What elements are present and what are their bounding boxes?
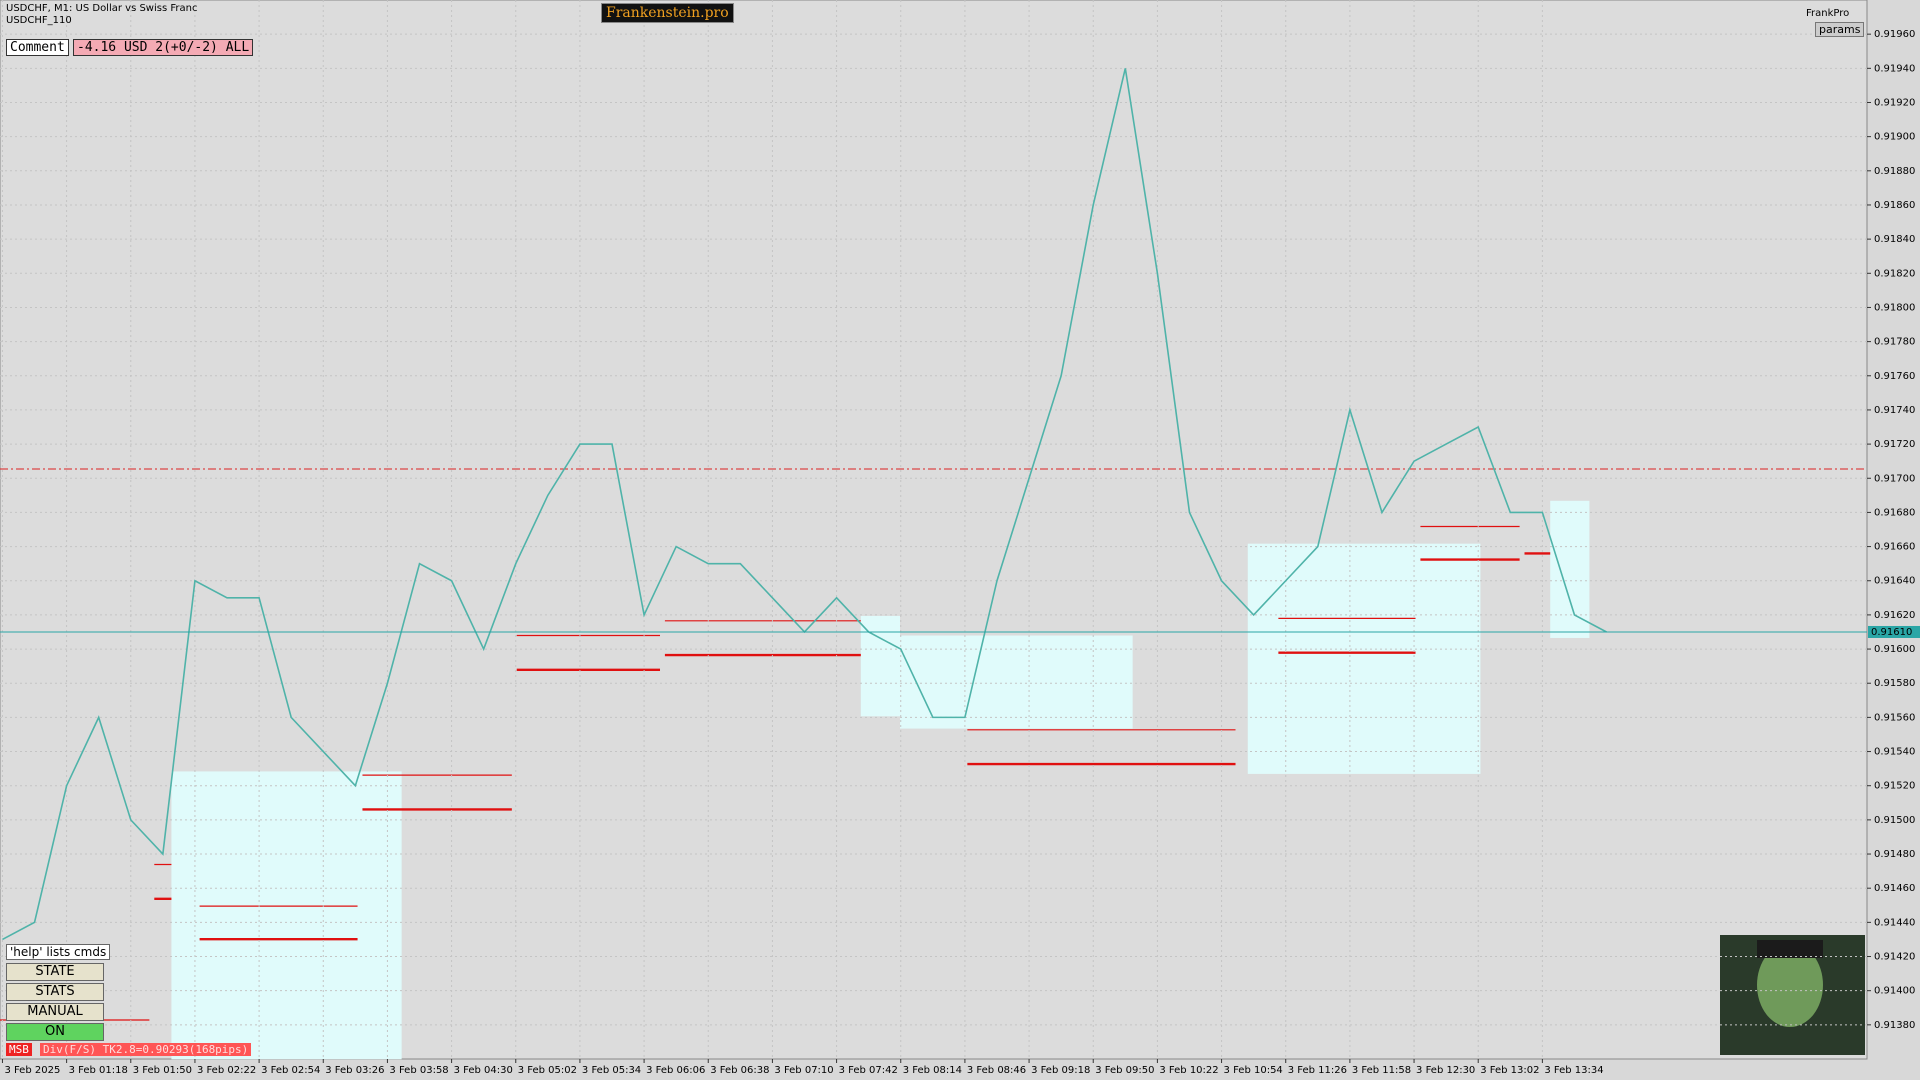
y-tick-label: 0.91560 [1874,712,1915,723]
y-tick-label: 0.91420 [1874,952,1915,963]
x-tick-label: 3 Feb 01:18 [69,1065,128,1076]
overlays [0,500,1590,1060]
on-button[interactable]: ON [6,1023,104,1041]
y-tick-label: 0.91440 [1874,917,1915,928]
stats-button[interactable]: STATS [6,983,104,1001]
msb-label: MSB [6,1043,32,1056]
zone [860,615,901,717]
price-tag [1868,625,1920,638]
y-tick-label: 0.91740 [1874,405,1915,416]
comment-label: Comment [6,39,69,56]
x-tick-label: 3 Feb 11:26 [1288,1065,1347,1076]
brand: Frankenstein.pro [601,3,734,23]
x-tick-label: 3 Feb 02:22 [197,1065,256,1076]
x-tick-label: 3 Feb 05:02 [518,1065,577,1076]
y-tick-label: 0.91380 [1874,1020,1915,1031]
y-tick-label: 0.91540 [1874,747,1915,758]
div-label: Div(F/S) TK2.8=0.90293(168pips) [40,1043,252,1056]
y-tick-label: 0.91700 [1874,473,1915,484]
y-tick-label: 0.91460 [1874,883,1915,894]
y-tick-label: 0.91580 [1874,678,1915,689]
y-tick-label: 0.91620 [1874,610,1915,621]
x-tick-label: 3 Feb 09:18 [1031,1065,1090,1076]
x-tick-label: 3 Feb 03:26 [325,1065,384,1076]
comment-value: -4.16 USD 2(+0/-2) ALL [73,39,254,56]
x-tick-label: 3 Feb 13:02 [1480,1065,1539,1076]
y-tick-label: 0.91640 [1874,576,1915,587]
y-tick-label: 0.91920 [1874,97,1915,108]
state-button[interactable]: STATE [6,963,104,981]
y-tick-label: 0.91720 [1874,439,1915,450]
price-tag-label: 0.91610 [1871,627,1912,638]
zone [171,771,402,1060]
x-tick-label: 3 Feb 08:46 [967,1065,1026,1076]
zone [900,635,1133,729]
y-tick-label: 0.91600 [1874,644,1915,655]
x-tick-label: 3 Feb 07:10 [774,1065,833,1076]
x-tick-label: 3 Feb 06:06 [646,1065,705,1076]
x-tick-label: 3 Feb 06:38 [710,1065,769,1076]
x-tick-label: 3 Feb 09:50 [1095,1065,1154,1076]
x-tick-label: 3 Feb 12:30 [1416,1065,1475,1076]
zone [1550,500,1590,638]
x-tick-label: 3 Feb 08:14 [903,1065,962,1076]
x-tick-label: 3 Feb 01:50 [133,1065,192,1076]
y-tick-label: 0.91520 [1874,781,1915,792]
y-tick-label: 0.91880 [1874,166,1915,177]
manual-button[interactable]: MANUAL [6,1003,104,1021]
x-tick-label: 3 Feb 05:34 [582,1065,641,1076]
y-tick-label: 0.91400 [1874,986,1915,997]
zone [1247,543,1481,774]
y-tick-label: 0.91800 [1874,302,1915,313]
face-icon [1720,935,1865,1055]
y-tick-label: 0.91680 [1874,507,1915,518]
symbol-title: USDCHF, M1: US Dollar vs Swiss Franc [6,3,198,14]
y-tick-label: 0.91500 [1874,815,1915,826]
x-tick-label: 3 Feb 10:54 [1224,1065,1283,1076]
y-tick-label: 0.91860 [1874,200,1915,211]
help-text: 'help' lists cmds [6,944,111,960]
x-tick-label: 3 Feb 07:42 [839,1065,898,1076]
y-tick-label: 0.91820 [1874,268,1915,279]
y-tick-label: 0.91940 [1874,63,1915,74]
params-button[interactable]: params [1815,22,1865,37]
x-tick-label: 3 Feb 02:54 [261,1065,320,1076]
symbol-sub: USDCHF_110 [6,15,72,26]
x-tick-label: 3 Feb 13:34 [1544,1065,1603,1076]
y-tick-label: 0.91900 [1874,132,1915,143]
y-tick-label: 0.91780 [1874,337,1915,348]
y-tick-label: 0.91480 [1874,849,1915,860]
y-tick-label: 0.91760 [1874,371,1915,382]
x-tick-label: 3 Feb 11:58 [1352,1065,1411,1076]
x-tick-label: 3 Feb 03:58 [389,1065,448,1076]
x-tick-label: 3 Feb 10:22 [1159,1065,1218,1076]
x-tick-label: 3 Feb 04:30 [454,1065,513,1076]
x-tick-label: 3 Feb 2025 [4,1065,60,1076]
y-tick-label: 0.91840 [1874,234,1915,245]
y-tick-label: 0.91960 [1874,29,1915,40]
y-tick-label: 0.91660 [1874,542,1915,553]
user: FrankPro [1806,8,1850,19]
